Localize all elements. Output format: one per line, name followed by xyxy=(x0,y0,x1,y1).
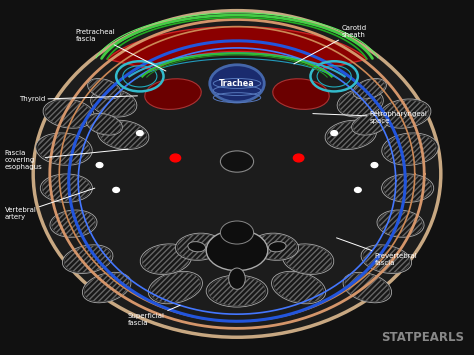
Ellipse shape xyxy=(272,271,326,304)
Ellipse shape xyxy=(337,89,383,117)
Ellipse shape xyxy=(380,99,431,128)
Ellipse shape xyxy=(33,11,441,337)
Ellipse shape xyxy=(218,229,256,268)
Text: Pretracheal
fascia: Pretracheal fascia xyxy=(76,29,166,71)
Ellipse shape xyxy=(268,242,286,252)
Ellipse shape xyxy=(145,79,201,109)
Ellipse shape xyxy=(325,120,376,149)
Ellipse shape xyxy=(175,233,223,260)
Ellipse shape xyxy=(148,271,202,304)
Ellipse shape xyxy=(40,174,92,202)
Ellipse shape xyxy=(206,230,268,271)
Text: Fascia
covering
esophagus: Fascia covering esophagus xyxy=(5,149,128,170)
Circle shape xyxy=(96,163,103,168)
Ellipse shape xyxy=(43,99,94,128)
Ellipse shape xyxy=(88,78,121,99)
Circle shape xyxy=(113,187,119,192)
Ellipse shape xyxy=(382,174,434,202)
Text: Carotid
sheath: Carotid sheath xyxy=(294,26,366,64)
Ellipse shape xyxy=(98,120,149,149)
Ellipse shape xyxy=(206,275,268,307)
Ellipse shape xyxy=(382,133,438,165)
Circle shape xyxy=(331,131,337,136)
Ellipse shape xyxy=(353,78,386,99)
Text: Trachea: Trachea xyxy=(219,79,255,88)
Ellipse shape xyxy=(50,210,97,237)
Circle shape xyxy=(371,163,378,168)
Circle shape xyxy=(137,131,143,136)
Ellipse shape xyxy=(188,242,206,252)
Text: Thyroid: Thyroid xyxy=(19,96,137,102)
Ellipse shape xyxy=(377,210,424,237)
Ellipse shape xyxy=(273,79,329,109)
Ellipse shape xyxy=(283,244,334,274)
Circle shape xyxy=(355,187,361,192)
Ellipse shape xyxy=(228,268,246,289)
Ellipse shape xyxy=(36,133,92,165)
Ellipse shape xyxy=(220,221,254,244)
Ellipse shape xyxy=(63,245,113,273)
Text: Vertebral
artery: Vertebral artery xyxy=(5,188,95,219)
Ellipse shape xyxy=(352,114,388,135)
Ellipse shape xyxy=(91,89,137,117)
Ellipse shape xyxy=(251,233,299,260)
Text: STATPEARLS: STATPEARLS xyxy=(382,331,465,344)
Text: Retropharyngeal
space: Retropharyngeal space xyxy=(313,111,428,124)
Circle shape xyxy=(293,154,304,162)
Text: Prevertebral
fascia: Prevertebral fascia xyxy=(337,238,417,266)
Ellipse shape xyxy=(86,114,122,135)
Polygon shape xyxy=(107,27,367,71)
Ellipse shape xyxy=(343,272,392,303)
Ellipse shape xyxy=(220,151,254,172)
Circle shape xyxy=(170,154,181,162)
Ellipse shape xyxy=(361,245,411,273)
Ellipse shape xyxy=(140,244,191,274)
Ellipse shape xyxy=(210,65,264,102)
Text: Superficial
fascia: Superficial fascia xyxy=(128,305,180,326)
Ellipse shape xyxy=(82,272,131,303)
